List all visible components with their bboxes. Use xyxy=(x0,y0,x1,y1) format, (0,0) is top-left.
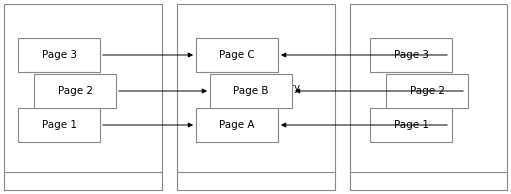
Bar xyxy=(196,108,278,142)
Text: Page 1: Page 1 xyxy=(393,120,429,130)
Bar xyxy=(370,108,452,142)
Bar xyxy=(18,108,100,142)
Text: Page 2: Page 2 xyxy=(409,86,445,96)
Bar xyxy=(177,4,335,190)
Text: Physical Memory: Physical Memory xyxy=(212,83,300,93)
Bar xyxy=(386,74,468,108)
Text: Page 3: Page 3 xyxy=(41,50,77,60)
Text: Page B: Page B xyxy=(233,86,269,96)
Bar xyxy=(4,4,162,190)
Text: Page A: Page A xyxy=(219,120,255,130)
Bar xyxy=(350,4,507,190)
Bar xyxy=(34,74,116,108)
Bar xyxy=(370,38,452,72)
Text: Page 3: Page 3 xyxy=(393,50,429,60)
Text: Page 2: Page 2 xyxy=(58,86,92,96)
Text: Process 2: Process 2 xyxy=(404,83,453,93)
Text: Page C: Page C xyxy=(219,50,255,60)
Bar xyxy=(18,38,100,72)
Bar xyxy=(210,74,292,108)
Text: Page 1: Page 1 xyxy=(41,120,77,130)
Text: Process 1: Process 1 xyxy=(58,83,108,93)
Bar xyxy=(196,38,278,72)
